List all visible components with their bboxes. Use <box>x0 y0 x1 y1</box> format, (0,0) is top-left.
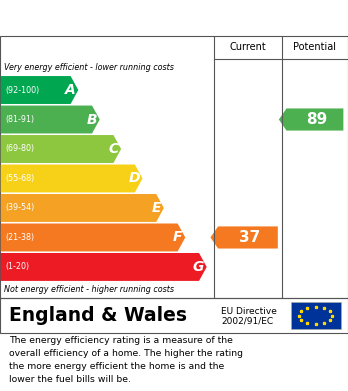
Text: Current: Current <box>230 43 266 52</box>
Text: Energy Efficiency Rating: Energy Efficiency Rating <box>9 9 238 27</box>
Bar <box>291 302 341 329</box>
Polygon shape <box>1 224 185 251</box>
Text: (39-54): (39-54) <box>5 203 34 212</box>
Text: Very energy efficient - lower running costs: Very energy efficient - lower running co… <box>4 63 174 72</box>
Text: F: F <box>173 230 182 244</box>
Text: (81-91): (81-91) <box>5 115 34 124</box>
Polygon shape <box>279 108 343 131</box>
Text: Potential: Potential <box>293 43 337 52</box>
Text: 37: 37 <box>239 230 260 245</box>
Text: 2002/91/EC: 2002/91/EC <box>221 317 273 326</box>
Text: A: A <box>65 83 76 97</box>
Text: (92-100): (92-100) <box>5 86 39 95</box>
Polygon shape <box>1 165 142 192</box>
Text: G: G <box>192 260 204 274</box>
Text: England & Wales: England & Wales <box>9 306 187 325</box>
Text: 89: 89 <box>306 112 327 127</box>
Polygon shape <box>1 76 78 104</box>
Polygon shape <box>1 135 121 163</box>
Text: (69-80): (69-80) <box>5 145 34 154</box>
Polygon shape <box>1 106 100 133</box>
Polygon shape <box>1 253 207 281</box>
Text: C: C <box>108 142 118 156</box>
Text: (1-20): (1-20) <box>5 262 29 271</box>
Polygon shape <box>211 226 278 249</box>
Text: (21-38): (21-38) <box>5 233 34 242</box>
Text: EU Directive: EU Directive <box>221 307 277 316</box>
Text: (55-68): (55-68) <box>5 174 34 183</box>
Text: E: E <box>152 201 161 215</box>
Text: Not energy efficient - higher running costs: Not energy efficient - higher running co… <box>4 285 174 294</box>
Polygon shape <box>1 194 164 222</box>
Text: B: B <box>86 113 97 127</box>
Text: D: D <box>128 172 140 185</box>
Text: The energy efficiency rating is a measure of the
overall efficiency of a home. T: The energy efficiency rating is a measur… <box>9 336 243 384</box>
